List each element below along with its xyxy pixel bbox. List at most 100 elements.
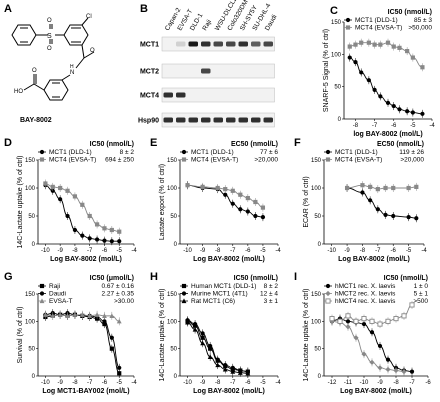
svg-text:O: O [90, 48, 95, 54]
legend-series-value: 2.27 ± 0.35 [102, 291, 135, 298]
legend-series-name: hMCT2 rec. X. laevis [335, 291, 396, 298]
data-point [215, 357, 220, 362]
panel-label: G [4, 271, 13, 283]
data-point [391, 103, 396, 109]
legend-series-value: 77 ± 6 [260, 149, 278, 156]
x-tick-label: -6 [245, 248, 251, 254]
y-tick-label: 100 [311, 186, 322, 192]
x-tick-label: -4 [421, 248, 427, 254]
data-point [391, 213, 396, 219]
x-tick-label: -8 [215, 380, 221, 386]
svg-text:HO: HO [14, 89, 23, 95]
data-point [50, 313, 56, 318]
legend-series-name: Raji [49, 283, 60, 290]
legend-header: IC50 (nmol/L) [388, 9, 432, 16]
legend-series-value: 0.67 ± 0.16 [102, 283, 135, 290]
legend-header: EC50 (nmol/L) [377, 141, 424, 148]
data-point [375, 207, 380, 212]
data-point [375, 187, 380, 192]
data-point [345, 324, 351, 330]
data-point [94, 312, 100, 317]
data-point [87, 213, 92, 219]
data-point [401, 313, 407, 319]
data-point [359, 40, 364, 45]
data-point [181, 298, 187, 304]
x-tick-label: -9 [344, 248, 350, 254]
y-tick-label: 0 [32, 374, 36, 380]
x-tick-label: -9 [200, 380, 206, 386]
data-point [391, 44, 396, 49]
data-point [385, 357, 391, 362]
data-point [116, 318, 122, 324]
chart-d: D 0 50 100 150 -10 -9 -8 -7 -6 -5 -4 Log BAY-8002 (m… [4, 137, 137, 263]
data-point [58, 185, 63, 191]
svg-text:O: O [32, 68, 37, 74]
data-point [414, 184, 419, 189]
data-point [109, 346, 114, 351]
data-point [181, 291, 187, 296]
data-point [377, 365, 383, 371]
legend-series-value: 8 ± 2 [120, 149, 135, 156]
blot-row-label: MCT1 [140, 42, 159, 49]
y-tick-label: 150 [167, 292, 178, 298]
y-tick-label: 150 [25, 292, 36, 298]
data-point [39, 283, 45, 289]
legend-series-name: MCT4 (EVSA-T) [355, 25, 402, 32]
y-axis-label: Lactate export (% of ctrl) [159, 164, 166, 240]
data-point [368, 184, 373, 189]
data-point [94, 222, 100, 227]
data-point [215, 362, 221, 368]
data-point [397, 45, 402, 50]
x-tick-label: -7 [230, 248, 236, 254]
data-point [223, 187, 228, 192]
legend-series-value: >30.00 [114, 298, 134, 305]
y-axis-label: Survival (% of ctrl) [17, 307, 24, 364]
data-point [102, 226, 107, 231]
data-point [65, 313, 70, 318]
data-point [391, 185, 396, 191]
y-axis-label: ECAR (% of ctrl) [303, 176, 310, 227]
x-tick-label: -8 [360, 248, 366, 254]
series-line [45, 312, 120, 369]
blot-band [263, 41, 273, 47]
data-point [377, 343, 383, 349]
x-tick-label: -6 [102, 380, 108, 386]
data-point [361, 316, 367, 322]
y-tick-label: 50 [170, 214, 177, 220]
data-point [383, 212, 388, 217]
legend-header: IC50 (μmol/L) [90, 275, 134, 282]
blot-band [188, 117, 198, 123]
x-tick-label: -5 [406, 248, 412, 254]
y-tick-label: 50 [28, 214, 35, 220]
series-line [349, 42, 423, 68]
data-point [39, 157, 45, 162]
data-point [207, 354, 213, 359]
x-tick-label: -5 [117, 380, 123, 386]
legend-series-value: 119 ± 26 [399, 149, 424, 156]
series-line [45, 314, 120, 374]
data-point [57, 312, 63, 317]
data-point [185, 319, 190, 325]
data-point [238, 192, 243, 197]
legend-series-value: 3 ± 1 [264, 298, 279, 305]
data-point [378, 42, 383, 47]
y-axis-label: SNARF-5 Signal (% of ctrl) [323, 29, 330, 112]
legend-header: IC50 (nmol/L) [384, 275, 428, 282]
legend-series-name: MCT1 (DLD-1) [355, 17, 398, 24]
data-point [200, 335, 205, 340]
x-tick-label: -9 [57, 380, 63, 386]
x-tick-label: -8 [72, 380, 78, 386]
y-tick-label: 50 [314, 347, 321, 353]
data-point [237, 370, 243, 375]
blot-row-label: MCT4 [140, 93, 159, 100]
data-point [80, 202, 85, 207]
legend-series-name: Rat MCT1 (C6) [191, 298, 235, 305]
x-tick-label: -10 [41, 380, 50, 386]
x-tick-label: -5 [410, 123, 416, 129]
data-point [94, 237, 100, 242]
svg-text:S: S [47, 33, 52, 40]
x-tick-label: -7 [372, 123, 378, 129]
data-point [80, 233, 85, 238]
